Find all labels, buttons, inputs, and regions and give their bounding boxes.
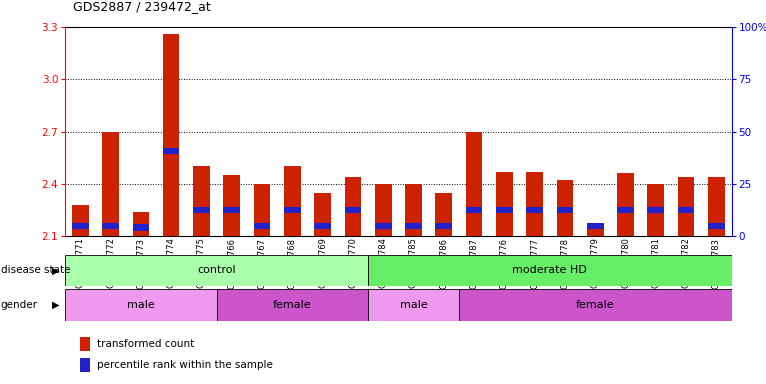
Bar	[133, 212, 149, 236]
Bar	[496, 172, 512, 236]
Bar	[65, 255, 368, 286]
Text: disease state: disease state	[1, 265, 70, 275]
Bar	[254, 184, 270, 236]
Bar	[314, 192, 331, 236]
Bar	[314, 223, 331, 229]
Text: male: male	[400, 300, 427, 310]
Bar	[224, 175, 240, 236]
Text: transformed count: transformed count	[97, 339, 194, 349]
Bar	[368, 289, 459, 321]
Text: female: female	[273, 300, 312, 310]
Bar	[435, 223, 452, 229]
Bar	[526, 207, 543, 214]
Bar	[587, 227, 604, 236]
Bar	[193, 166, 210, 236]
Bar	[368, 255, 732, 286]
Bar	[163, 147, 179, 154]
Bar	[254, 223, 270, 229]
Bar	[496, 207, 512, 214]
Bar	[72, 205, 89, 236]
Text: control: control	[198, 265, 236, 275]
Bar	[459, 289, 732, 321]
Bar	[345, 207, 362, 214]
Text: ▶: ▶	[51, 300, 59, 310]
Bar	[217, 289, 368, 321]
Bar	[557, 207, 573, 214]
Bar	[375, 223, 391, 229]
Bar	[65, 289, 217, 321]
Bar	[466, 207, 483, 214]
Bar	[193, 207, 210, 214]
Bar	[133, 224, 149, 231]
Bar	[102, 132, 119, 236]
Bar	[345, 177, 362, 236]
Text: percentile rank within the sample: percentile rank within the sample	[97, 360, 273, 370]
Bar	[163, 34, 179, 236]
Text: female: female	[576, 300, 614, 310]
Bar	[647, 184, 664, 236]
Bar	[284, 207, 300, 214]
Bar	[405, 223, 422, 229]
Text: moderate HD: moderate HD	[512, 265, 588, 275]
Text: GDS2887 / 239472_at: GDS2887 / 239472_at	[73, 0, 211, 13]
Text: gender: gender	[1, 300, 38, 310]
Bar	[435, 192, 452, 236]
Bar	[466, 132, 483, 236]
Text: male: male	[127, 300, 155, 310]
Bar	[647, 207, 664, 214]
Bar	[102, 223, 119, 229]
Bar	[587, 223, 604, 229]
Bar	[708, 177, 725, 236]
Bar	[526, 172, 543, 236]
Bar	[557, 180, 573, 236]
Bar	[405, 184, 422, 236]
Bar	[678, 207, 695, 214]
Bar	[678, 177, 695, 236]
Bar	[284, 166, 300, 236]
Text: ▶: ▶	[51, 265, 59, 275]
Bar	[708, 223, 725, 229]
Bar	[617, 207, 633, 214]
Bar	[72, 223, 89, 229]
Bar	[617, 174, 633, 236]
Bar	[224, 207, 240, 214]
Bar	[375, 184, 391, 236]
